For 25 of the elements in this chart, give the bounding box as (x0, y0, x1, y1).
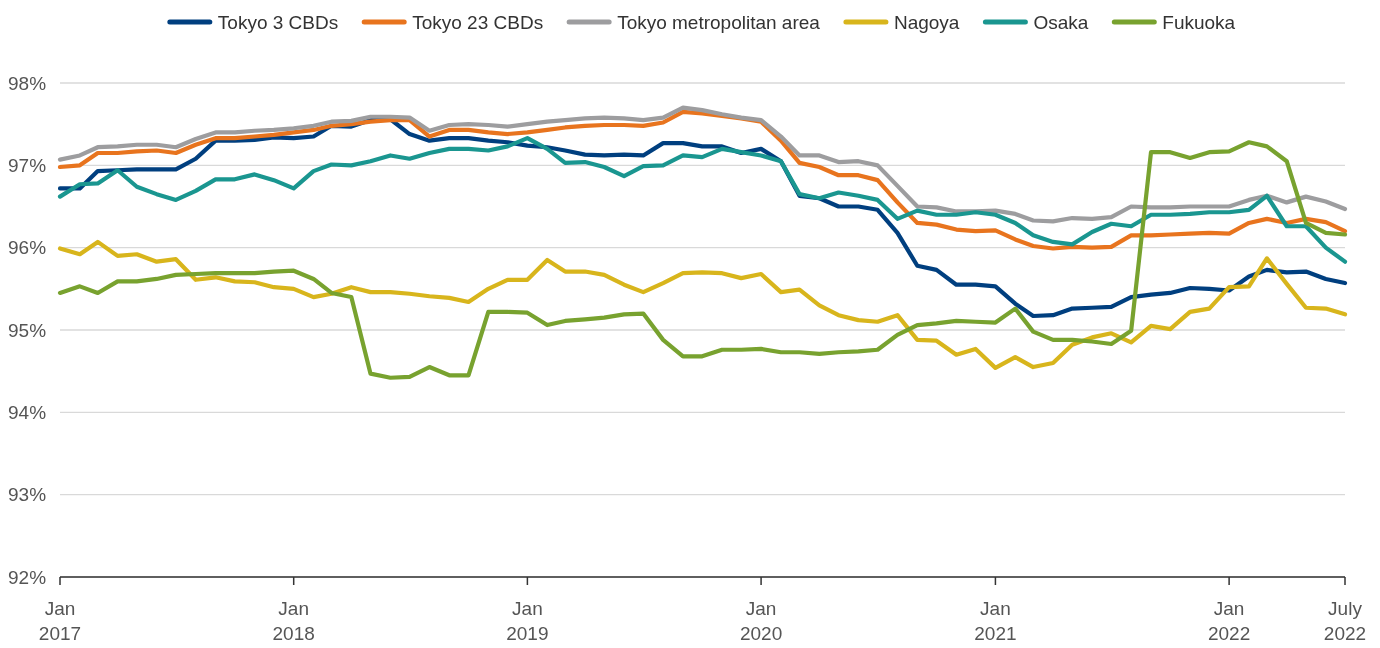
y-tick-label: 98% (8, 72, 47, 94)
x-tick-label: Jan 2017 (38, 598, 82, 644)
legend-label: Nagoya (893, 11, 960, 33)
x-tick-label: Jan 2020 (739, 598, 783, 644)
y-tick-label: 93% (8, 484, 47, 506)
x-tick-label: Jan 2021 (974, 598, 1017, 644)
legend-label: Tokyo metropolitan area (617, 11, 821, 33)
y-tick-label: 97% (8, 154, 47, 176)
line-series (57, 140, 1348, 380)
legend-label: Fukuoka (1162, 11, 1236, 33)
y-tick-label: 96% (8, 237, 47, 259)
line-series (57, 239, 1348, 370)
legend-label: Tokyo 23 CBDs (412, 11, 544, 33)
legend-label: Tokyo 3 CBDs (217, 11, 339, 33)
line-series (57, 105, 1348, 224)
y-tick-label: 94% (8, 401, 47, 423)
x-tick-label: Jan 2019 (506, 598, 549, 644)
line-series (57, 136, 1348, 264)
x-tick-label: Jan 2022 (1207, 598, 1251, 644)
legend-label: Osaka (1033, 11, 1089, 33)
y-tick-label: 95% (8, 319, 47, 341)
x-tick-label: Jan 2018 (272, 598, 315, 644)
x-tick-label: July 2022 (1323, 598, 1367, 644)
y-tick-label: 92% (8, 566, 47, 588)
line-series (57, 109, 1348, 251)
